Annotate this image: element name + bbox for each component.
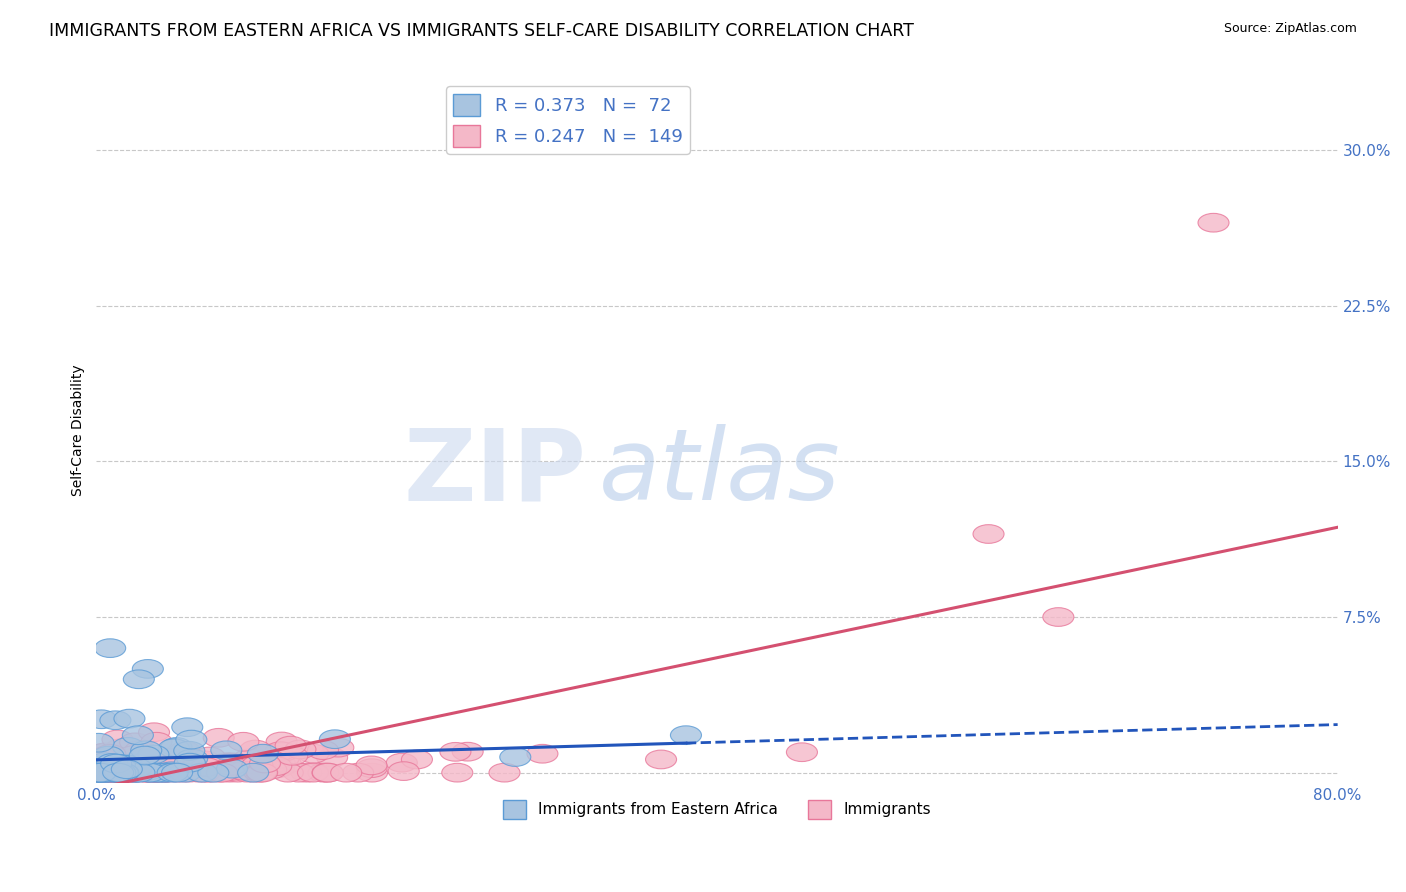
- Text: Source: ZipAtlas.com: Source: ZipAtlas.com: [1223, 22, 1357, 36]
- Text: IMMIGRANTS FROM EASTERN AFRICA VS IMMIGRANTS SELF-CARE DISABILITY CORRELATION CH: IMMIGRANTS FROM EASTERN AFRICA VS IMMIGR…: [49, 22, 914, 40]
- Text: atlas: atlas: [599, 424, 841, 521]
- Legend: Immigrants from Eastern Africa, Immigrants: Immigrants from Eastern Africa, Immigran…: [496, 794, 938, 825]
- Y-axis label: Self-Care Disability: Self-Care Disability: [72, 365, 86, 496]
- Text: ZIP: ZIP: [404, 424, 586, 521]
